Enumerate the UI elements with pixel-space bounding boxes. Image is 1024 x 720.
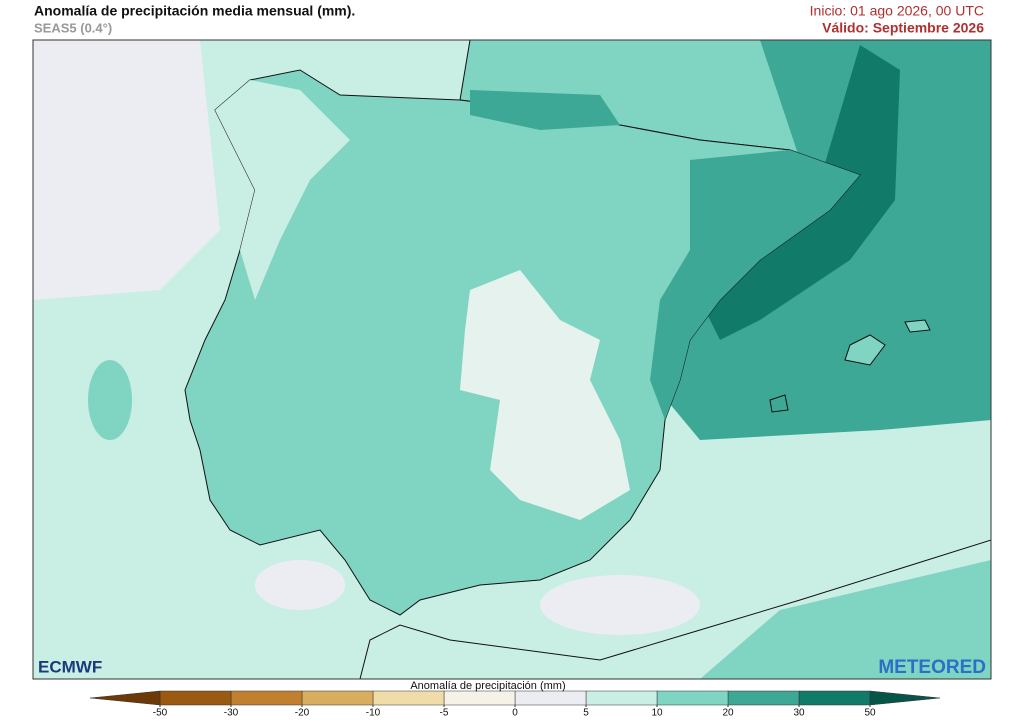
colorbar-tick-label: -30: [224, 708, 239, 719]
anomaly-area: [255, 560, 345, 610]
mallorca: [844, 334, 886, 366]
colorbar-tick-label: -10: [366, 708, 381, 719]
colorbar-label: Anomalía de precipitación (mm): [410, 680, 565, 692]
anomaly-area: [650, 150, 860, 420]
ibiza: [769, 394, 789, 413]
colorbar-tick-label: -50: [153, 708, 168, 719]
colorbar-segment: [159, 690, 232, 706]
colorbar-segment: [443, 690, 516, 706]
colorbar-tick-label: 20: [722, 708, 734, 719]
anomaly-area: [460, 270, 630, 520]
colorbar-arrow: [89, 690, 161, 706]
anomaly-area: [470, 90, 620, 130]
colorbar-segment: [230, 690, 303, 706]
colorbar-tick-label: 30: [793, 708, 805, 719]
colorbar-tick-label: 5: [583, 708, 589, 719]
anomaly-area: [540, 575, 700, 635]
colorbar-segment: [585, 690, 658, 706]
colorbar-segment: [514, 690, 587, 706]
anomaly-area: [33, 40, 220, 300]
colorbar-segment: [301, 690, 374, 706]
anomaly-area: [700, 560, 991, 679]
colorbar-tick-label: -5: [440, 708, 449, 719]
colorbar-segment: [798, 690, 871, 706]
anomaly-area: [88, 360, 132, 440]
init-date: Inicio: 01 ago 2026, 00 UTC: [810, 3, 984, 19]
colorbar-arrow: [869, 690, 941, 706]
map-frame: [32, 39, 992, 680]
colorbar-tick-label: 10: [651, 708, 663, 719]
colorbar-segment: [372, 690, 445, 706]
title: Anomalía de precipitación media mensual …: [34, 3, 355, 19]
menorca: [904, 319, 931, 333]
anomaly-area: [215, 80, 350, 300]
valid-date: Válido: Septiembre 2026: [822, 20, 984, 36]
colorbar-segment: [727, 690, 800, 706]
ecmwf-logo: ECMWF: [38, 657, 102, 676]
colorbar-tick-label: 50: [864, 708, 876, 719]
colorbar-tick-label: -20: [295, 708, 310, 719]
subtitle: SEAS5 (0.4°): [34, 20, 112, 35]
colorbar-tick-label: 0: [512, 708, 518, 719]
map: ECMWF METEORED: [32, 39, 992, 680]
colorbar-segment: [656, 690, 729, 706]
meteored-logo: METEORED: [878, 657, 986, 678]
